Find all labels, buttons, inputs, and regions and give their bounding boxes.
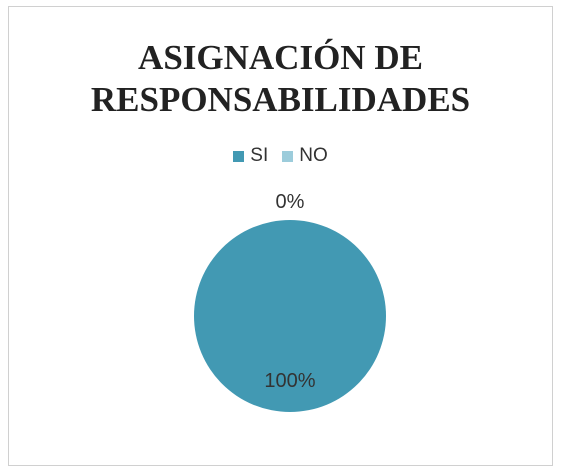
pie-slices — [194, 220, 386, 412]
data-label-no: 0% — [276, 191, 305, 213]
legend-item-si: SI — [233, 145, 268, 167]
legend-label-no: NO — [299, 145, 328, 166]
chart-title-line-2: RESPONSABILIDADES — [90, 80, 471, 119]
data-label-si: 100% — [264, 370, 315, 392]
legend-label-si: SI — [250, 145, 269, 166]
chart-title-line-1: ASIGNACIÓN DE — [138, 38, 423, 77]
legend-swatch-si — [233, 150, 245, 162]
legend-swatch-no — [282, 150, 294, 162]
legend: SI NO — [9, 145, 552, 167]
pie-chart: 0% 100% — [194, 191, 386, 412]
legend-item-no: NO — [282, 145, 328, 167]
pie-slice-si — [194, 220, 386, 412]
chart-title: ASIGNACIÓN DE RESPONSABILIDADES — [9, 37, 552, 121]
